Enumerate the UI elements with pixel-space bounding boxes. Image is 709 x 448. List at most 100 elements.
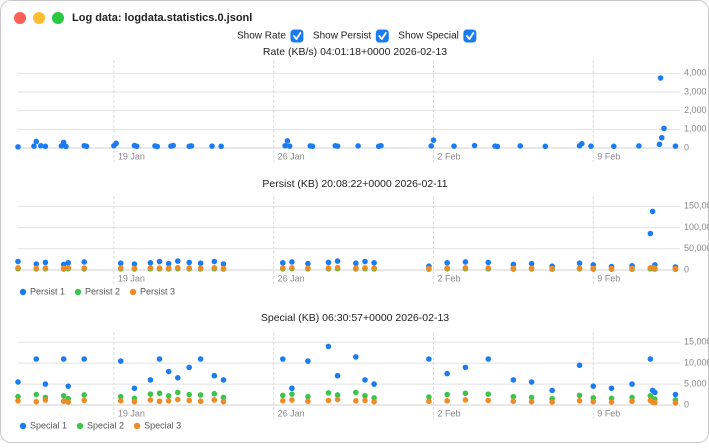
point xyxy=(170,142,177,149)
minimize-button[interactable] xyxy=(33,12,45,24)
point xyxy=(81,397,87,404)
checkbox-label[interactable]: Show Persist xyxy=(313,31,372,42)
point xyxy=(444,265,450,271)
point xyxy=(652,389,658,396)
point xyxy=(15,398,21,404)
point xyxy=(31,143,37,149)
point xyxy=(485,356,492,362)
point xyxy=(549,387,555,394)
point xyxy=(186,265,193,271)
point xyxy=(211,372,218,379)
point xyxy=(485,391,492,397)
checkbox-label[interactable]: Show Special xyxy=(398,31,459,42)
legend-swatch xyxy=(19,422,27,430)
point xyxy=(485,265,492,271)
point xyxy=(355,143,361,149)
x-tick-label: 19 Jan xyxy=(118,408,145,418)
point xyxy=(462,259,469,265)
point xyxy=(280,259,286,266)
point xyxy=(576,392,583,399)
point xyxy=(15,379,21,385)
point xyxy=(658,134,665,141)
point xyxy=(81,392,87,398)
point xyxy=(65,399,72,405)
point xyxy=(197,392,204,398)
point xyxy=(353,260,359,267)
point xyxy=(33,356,40,362)
point xyxy=(60,398,67,405)
point xyxy=(220,265,227,272)
point xyxy=(156,258,163,265)
point xyxy=(15,258,21,265)
point xyxy=(549,265,555,272)
point xyxy=(165,368,172,375)
point xyxy=(165,265,172,271)
point xyxy=(542,143,549,150)
checkbox[interactable] xyxy=(463,29,477,43)
point xyxy=(81,265,87,271)
point xyxy=(174,264,181,271)
point xyxy=(197,356,204,362)
point xyxy=(197,398,204,405)
y-tick-label: 15,000 xyxy=(684,337,709,347)
point xyxy=(209,143,215,149)
legend-swatch xyxy=(129,288,137,296)
point xyxy=(636,143,642,149)
point xyxy=(576,265,583,271)
point xyxy=(576,398,583,404)
point xyxy=(528,398,535,405)
point xyxy=(362,258,368,265)
checkbox-label[interactable]: Show Rate xyxy=(237,31,286,42)
point xyxy=(353,398,359,404)
point xyxy=(444,391,450,398)
point xyxy=(33,138,40,145)
point xyxy=(289,259,295,265)
point xyxy=(629,265,635,272)
checkmark xyxy=(378,32,387,40)
point xyxy=(510,398,517,405)
point xyxy=(510,393,517,400)
point xyxy=(15,265,21,271)
point xyxy=(362,265,368,271)
point xyxy=(117,398,124,404)
point xyxy=(647,230,654,237)
zoom-button[interactable] xyxy=(52,12,64,24)
x-tick-label: 9 Feb xyxy=(597,273,620,283)
point xyxy=(325,259,332,266)
point xyxy=(38,142,44,149)
point xyxy=(652,265,658,272)
point xyxy=(42,143,49,150)
point xyxy=(657,75,664,81)
checkbox[interactable] xyxy=(375,29,389,43)
point xyxy=(154,143,161,150)
point xyxy=(63,143,69,150)
point xyxy=(590,265,597,272)
point xyxy=(131,261,138,267)
checkbox[interactable] xyxy=(290,29,304,43)
point xyxy=(305,358,311,364)
close-button[interactable] xyxy=(14,12,26,24)
point xyxy=(81,259,87,265)
point xyxy=(528,260,535,267)
point xyxy=(579,140,585,147)
point xyxy=(462,265,469,271)
point xyxy=(117,358,124,364)
point xyxy=(174,389,181,396)
point xyxy=(220,261,227,267)
point xyxy=(334,143,341,149)
point xyxy=(334,396,341,403)
y-tick-label: 50,000 xyxy=(684,243,709,253)
window-title: Log data: logdata.statistics.0.jsonl xyxy=(72,12,252,24)
point xyxy=(656,141,663,148)
point xyxy=(471,142,478,149)
point xyxy=(590,383,597,389)
point xyxy=(42,381,49,387)
y-tick-label: 150,000 xyxy=(684,201,709,211)
point xyxy=(549,399,555,405)
y-tick-label: 10,000 xyxy=(684,358,709,368)
point xyxy=(444,370,450,377)
point xyxy=(60,393,67,399)
point xyxy=(65,383,72,389)
point xyxy=(462,397,469,403)
point xyxy=(334,264,341,271)
